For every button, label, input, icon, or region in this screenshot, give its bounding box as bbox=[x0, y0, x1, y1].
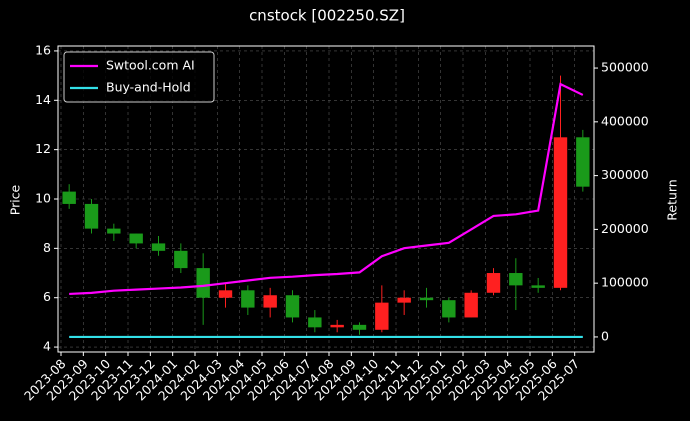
candle-body bbox=[174, 250, 188, 269]
legend: Swtool.com AI Buy-and-Hold bbox=[63, 51, 215, 103]
chart-title: cnstock [002250.SZ] bbox=[249, 7, 405, 25]
plot-frame bbox=[57, 45, 595, 353]
y2-tick-label: 500000 bbox=[601, 60, 649, 75]
candle-body bbox=[553, 137, 568, 288]
candle-body bbox=[285, 295, 300, 318]
y2-tick-label: 300000 bbox=[601, 167, 649, 182]
candle-body bbox=[107, 228, 121, 234]
candle-body bbox=[464, 292, 478, 318]
y-tick-label: 8 bbox=[43, 240, 51, 255]
return-line bbox=[69, 82, 584, 296]
y-tick-label: 14 bbox=[35, 92, 51, 107]
candle-body bbox=[129, 233, 143, 244]
legend-box bbox=[63, 51, 215, 103]
y-tick-label: 4 bbox=[43, 339, 51, 354]
candle-body bbox=[397, 297, 411, 303]
y-tick-label: 10 bbox=[35, 191, 51, 206]
y-tick-label: 12 bbox=[35, 141, 51, 156]
y2-axis-label: Return bbox=[665, 179, 680, 220]
y-tick-label: 6 bbox=[43, 289, 51, 304]
candle-body bbox=[196, 268, 210, 298]
y-axis-label: Price bbox=[8, 184, 23, 215]
candle-body bbox=[442, 300, 456, 318]
candle-body bbox=[375, 302, 389, 330]
candle-body bbox=[263, 295, 277, 308]
candle-body bbox=[84, 203, 99, 229]
candle-body bbox=[509, 273, 523, 286]
y-tick-label: 16 bbox=[35, 42, 51, 57]
y2-tick-label: 100000 bbox=[601, 275, 649, 290]
candle-body bbox=[330, 324, 344, 328]
y2-tick-label: 200000 bbox=[601, 221, 649, 236]
candle-body bbox=[576, 137, 590, 187]
candle-body bbox=[308, 317, 322, 328]
candle-body bbox=[151, 243, 166, 251]
candle-body bbox=[241, 290, 255, 308]
y2-tick-label: 400000 bbox=[601, 113, 649, 128]
legend-label: Swtool.com AI bbox=[106, 58, 195, 73]
candle-body bbox=[531, 285, 545, 288]
y2-tick-label: 0 bbox=[601, 328, 609, 343]
candle-body bbox=[62, 191, 76, 204]
candle-body bbox=[352, 324, 367, 330]
candle-body bbox=[486, 273, 501, 293]
candle-body bbox=[419, 297, 434, 301]
legend-label: Buy-and-Hold bbox=[106, 80, 191, 95]
candle-body bbox=[218, 290, 233, 298]
